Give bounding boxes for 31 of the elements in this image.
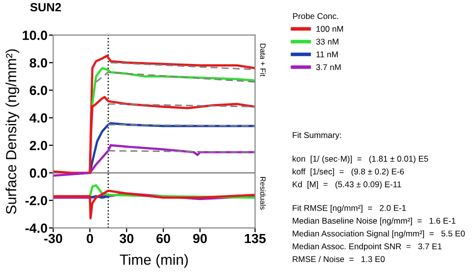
chart-title: SUN2 <box>30 3 61 12</box>
text: kon [1/ (sec·M)] = (1.81 ± 0.01) E5 <box>292 156 428 164</box>
text: Median Assoc. Endpoint SNR = 3.7 E1 <box>292 243 442 251</box>
legend-label: 11 nM <box>316 52 338 58</box>
x-tick-label: -30 <box>44 234 62 244</box>
y-tick-label: 0.0 <box>30 168 48 178</box>
text: Fit Summary: <box>292 132 341 140</box>
text: Kd [M] = (5.43 ± 0.09) E-11 <box>292 181 402 189</box>
legend-label: 33 nM <box>316 38 338 45</box>
y-tick-label: 6.0 <box>30 86 48 96</box>
y-axis-title: Surface Density (ng/mm²) <box>6 49 20 214</box>
y-tick-label: -4.0 <box>25 224 48 233</box>
x-axis-title: Time (min) <box>120 254 188 268</box>
text: Median Baseline Noise [ng/mm²] = 1.6 E-1 <box>292 218 456 226</box>
y-tick-label: 2.0 <box>30 140 48 150</box>
text: koff [1/sec] = (9.8 ± 0.2) E-6 <box>292 168 404 176</box>
x-tick-label: 135 <box>244 234 266 244</box>
x-tick-label: 90 <box>193 234 207 244</box>
x-tick-label: 30 <box>120 234 134 244</box>
text: RMSE / Noise = 1.3 E0 <box>292 256 385 262</box>
y-tick-label: 10.0 <box>22 30 48 40</box>
y-tick-label: 8.0 <box>30 58 48 68</box>
y-tick-label: -2.0 <box>25 196 48 206</box>
text: Fit RMSE [ng/mm²] = 2.0 E-1 <box>292 204 406 213</box>
legend-title: Probe Conc. <box>293 12 338 20</box>
x-tick-label: 60 <box>156 234 170 244</box>
legend-label: 3.7 nM <box>316 64 341 70</box>
y-tick-label: 4.0 <box>30 113 48 123</box>
text: Median Association Signal [ng/mm²] = 5.5 E0 <box>292 230 465 238</box>
legend-label: 100 nM <box>316 26 343 32</box>
x-tick-label: 0 <box>86 234 94 244</box>
